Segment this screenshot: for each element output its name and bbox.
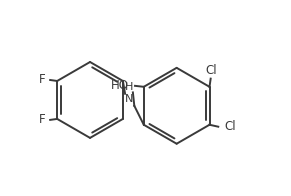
Text: H: H xyxy=(125,82,133,92)
Text: N: N xyxy=(125,94,133,104)
Text: F: F xyxy=(39,74,46,86)
Text: HO: HO xyxy=(111,79,129,92)
Text: Cl: Cl xyxy=(206,64,217,77)
Text: F: F xyxy=(39,113,46,126)
Text: Cl: Cl xyxy=(224,120,236,133)
